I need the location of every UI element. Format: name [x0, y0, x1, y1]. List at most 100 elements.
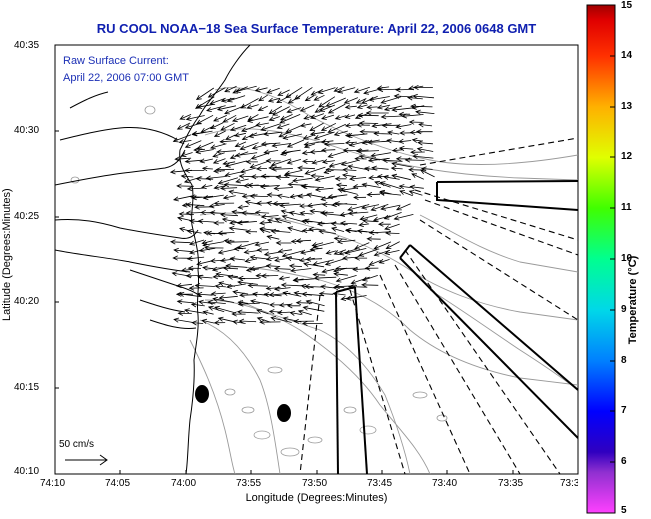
current-vector: [232, 289, 249, 295]
current-vector: [313, 275, 337, 281]
current-vector: [185, 210, 203, 216]
current-label: Raw Surface Current:: [63, 55, 169, 67]
current-vector: [366, 104, 378, 110]
current-vector: [366, 192, 381, 198]
buoy-marker: [277, 404, 291, 422]
current-vector: [314, 186, 334, 192]
current-vector: [342, 255, 358, 261]
current-vector: [266, 87, 280, 94]
current-vector: [214, 305, 236, 314]
current-vector: [337, 87, 356, 94]
current-vector: [260, 123, 281, 132]
current-vector: [359, 214, 378, 221]
current-vector: [226, 95, 246, 103]
current-vector: [406, 95, 423, 101]
current-vector: [398, 145, 414, 151]
current-vector: [226, 283, 246, 289]
current-vector: [309, 122, 324, 132]
current-vector: [236, 309, 259, 315]
current-vector: [333, 86, 345, 92]
current-vector: [178, 291, 202, 298]
current-vector: [321, 268, 335, 274]
current-vector: [259, 220, 271, 226]
current-vector: [398, 138, 412, 144]
current-vector: [292, 277, 315, 283]
current-vector: [237, 275, 260, 281]
current-vector: [277, 248, 292, 254]
current-vector: [384, 223, 400, 231]
colorbar-tick-label: 10: [621, 253, 633, 264]
current-vector: [391, 147, 403, 153]
current-vector: [417, 140, 433, 146]
current-vector: [293, 318, 315, 324]
current-vector: [201, 166, 213, 172]
current-vector: [215, 271, 238, 278]
current-vector: [267, 97, 281, 103]
current-vector: [247, 182, 270, 188]
colorbar-tick-label: 12: [621, 151, 633, 162]
current-vector: [195, 87, 215, 101]
survey-lines-solid: [335, 180, 578, 474]
current-vector: [325, 249, 337, 255]
current-vector: [196, 291, 213, 297]
current-vector: [356, 148, 380, 154]
current-vector: [188, 285, 204, 291]
current-vector: [310, 113, 325, 120]
current-vector: [297, 309, 312, 316]
current-vector: [342, 167, 357, 173]
x-tick-label: 73:35: [498, 478, 524, 489]
current-vector: [195, 149, 214, 155]
colorbar-tick-label: 5: [621, 505, 627, 516]
scale-label: 50 cm/s: [59, 439, 95, 450]
current-vector: [313, 94, 325, 101]
current-vector: [325, 97, 346, 107]
current-vector: [266, 218, 282, 224]
current-vector: [199, 158, 213, 164]
current-vector: [334, 284, 358, 290]
colorbar-tick-label: 9: [621, 304, 627, 315]
current-vector: [196, 274, 213, 280]
current-vector: [270, 228, 291, 234]
current-vector: [239, 167, 257, 174]
current-vector: [234, 141, 247, 148]
current-vector: [379, 181, 402, 190]
current-vector: [246, 104, 259, 110]
current-vector: [172, 134, 192, 143]
colorbar-label: Temperature (°C): [627, 255, 639, 345]
current-vector: [391, 107, 414, 113]
current-vector: [334, 201, 357, 207]
current-vector: [240, 98, 259, 109]
current-vector: [239, 142, 259, 151]
current-vector: [378, 190, 402, 196]
current-vector: [416, 146, 434, 152]
current-vector: [383, 212, 402, 220]
current-vector: [213, 115, 227, 122]
current-vector: [194, 283, 215, 289]
current-vector: [299, 210, 313, 216]
current-vector: [176, 122, 191, 130]
current-vector: [271, 142, 291, 148]
current-vector: [260, 141, 281, 147]
current-vector: [263, 251, 281, 257]
current-vector: [254, 210, 270, 216]
current-vector: [254, 87, 268, 93]
current-vector: [219, 185, 238, 191]
current-vector: [235, 178, 249, 184]
current-vector: [212, 152, 225, 158]
x-tick-label: 74:10: [40, 478, 66, 489]
current-vector: [344, 122, 357, 128]
current-vector: [238, 318, 257, 324]
current-vector: [272, 201, 290, 207]
current-vector: [399, 130, 412, 136]
current-vector: [312, 272, 326, 278]
current-vector: [259, 226, 280, 232]
current-vector: [247, 114, 259, 121]
current-vector: [224, 160, 247, 168]
current-vector: [357, 112, 379, 118]
current-vector: [190, 302, 205, 308]
current-vector: [313, 131, 335, 140]
current-vector: [184, 122, 202, 130]
current-vector: [339, 220, 358, 226]
current-vector: [270, 316, 292, 323]
